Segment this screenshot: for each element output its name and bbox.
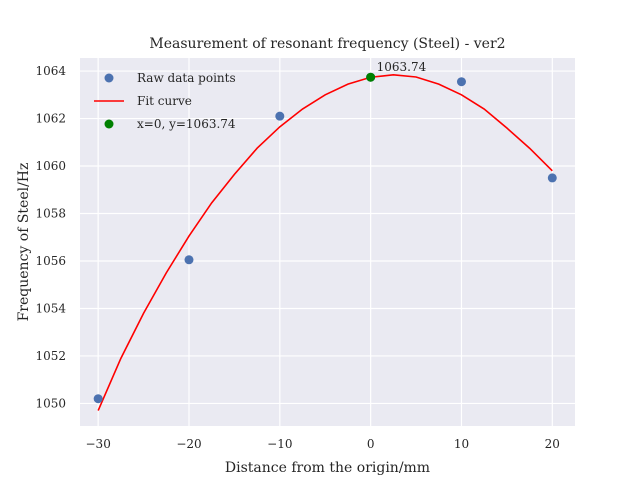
x-tick-label: 10: [454, 437, 469, 451]
x-axis-label: Distance from the origin/mm: [225, 460, 430, 476]
raw-data-point: [547, 173, 557, 183]
x-tick-label: 0: [367, 437, 375, 451]
y-tick-label: 1050: [35, 396, 66, 410]
raw-data-point: [184, 255, 194, 265]
x-tick-label: 20: [545, 437, 560, 451]
raw-data-point: [456, 77, 466, 87]
data-points-layer: [93, 72, 557, 404]
y-tick-label: 1054: [35, 301, 66, 315]
raw-data-point: [275, 111, 285, 121]
annotation-layer: 1063.74: [377, 60, 427, 74]
y-axis-label: Frequency of Steel/Hz: [16, 163, 32, 322]
legend-entry-label: Fit curve: [137, 94, 192, 108]
fit-curve-line: [97, 74, 553, 411]
x-tick-label: −20: [176, 437, 201, 451]
y-tick-label: 1056: [35, 254, 66, 268]
raw-data-point: [93, 394, 103, 404]
y-tick-label: 1058: [35, 207, 66, 221]
y-tick-label: 1064: [35, 64, 66, 78]
legend-entry-label: Raw data points: [137, 71, 236, 85]
legend-entry-label: x=0, y=1063.74: [137, 117, 236, 131]
plot-area: [80, 58, 575, 426]
x-tick-label: −10: [267, 437, 292, 451]
x-tick-label: −30: [86, 437, 111, 451]
y-tick-label: 1060: [35, 159, 66, 173]
y-tick-labels: 1050 1052 1054 1056 1058 1060 1062 1064: [35, 64, 66, 410]
y-tick-label: 1052: [35, 349, 66, 363]
annotation-label: 1063.74: [377, 60, 427, 74]
fit-curve-layer: [97, 74, 553, 411]
chart-title: Measurement of resonant frequency (Steel…: [149, 36, 505, 52]
y-tick-label: 1062: [35, 112, 66, 126]
legend-point-marker: [104, 73, 114, 83]
x-tick-labels: −30 −20 −10 0 10 20: [86, 437, 560, 451]
legend: Raw data points Fit curve x=0, y=1063.74: [94, 71, 236, 131]
legend-point-marker: [104, 119, 114, 129]
highlight-point: [366, 72, 376, 82]
